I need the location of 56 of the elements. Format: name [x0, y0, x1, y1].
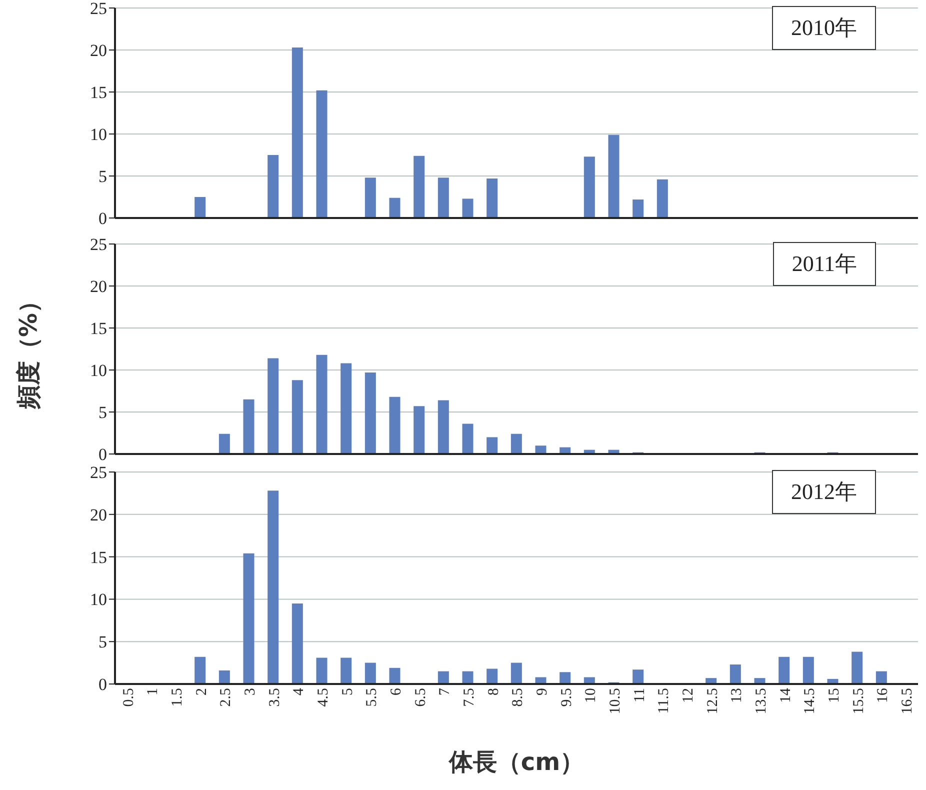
y-tick-label: 10 — [90, 590, 107, 610]
x-tick-label: 7 — [437, 688, 454, 696]
x-tick-label: 9.5 — [558, 688, 575, 707]
x-tick-label: 7.5 — [461, 688, 478, 707]
x-tick-label: 1 — [145, 688, 162, 696]
x-tick-label: 6 — [388, 688, 404, 696]
x-tick-label: 4 — [291, 688, 308, 696]
x-tick-label: 4.5 — [315, 688, 332, 707]
y-tick-label: 20 — [90, 277, 107, 296]
y-tick-label: 10 — [90, 125, 107, 144]
y-axis-title: 頻度（%） — [14, 288, 43, 410]
x-tick-label: 10.5 — [607, 688, 624, 714]
y-tick-label: 5 — [98, 632, 107, 652]
x-tick-label: 16 — [875, 688, 892, 703]
x-tick-label: 3 — [242, 688, 258, 696]
y-tick-label: 25 — [90, 0, 107, 18]
annotation: 2012年 — [772, 470, 876, 514]
x-tick-label: 15 — [826, 688, 842, 703]
x-tick-label: 11.5 — [656, 688, 672, 714]
x-tick-label: 12 — [680, 688, 696, 703]
x-tick-label: 9 — [534, 688, 550, 696]
y-tick-label: 0 — [98, 445, 107, 464]
x-tick-label: 13 — [729, 688, 746, 703]
y-tick-label: 20 — [90, 505, 107, 524]
y-tick-label: 25 — [90, 463, 107, 482]
x-tick-label: 11 — [632, 688, 648, 702]
y-tick-label: 15 — [90, 319, 107, 338]
y-tick-label: 20 — [90, 41, 107, 60]
x-tick-label: 16.5 — [899, 688, 916, 714]
y-tick-label: 25 — [90, 235, 107, 254]
x-tick-label: 14 — [778, 688, 794, 703]
x-tick-label: 2 — [194, 688, 210, 696]
x-tick-label: 8.5 — [510, 688, 526, 707]
x-tick-label: 8 — [486, 688, 502, 696]
x-tick-label: 10 — [583, 688, 600, 703]
x-tick-label: 1.5 — [169, 688, 186, 707]
annotation: 2010年 — [772, 6, 876, 50]
y-tick-label: 0 — [98, 209, 107, 228]
x-tick-label: 2.5 — [218, 688, 234, 707]
y-tick-label: 5 — [98, 403, 107, 422]
y-tick-label: 5 — [98, 167, 107, 186]
y-tick-label: 0 — [98, 675, 107, 694]
x-tick-label: 12.5 — [704, 688, 721, 714]
x-tick-label: 13.5 — [753, 688, 770, 714]
x-tick-label: 3.5 — [266, 688, 283, 707]
x-tick-label: 5.5 — [364, 688, 380, 707]
x-tick-label: 6.5 — [412, 688, 429, 707]
y-tick-label: 15 — [90, 548, 107, 567]
x-tick-label: 14.5 — [802, 688, 818, 714]
x-tick-label: 15.5 — [850, 688, 867, 714]
x-tick-label: 0.5 — [120, 688, 137, 707]
y-tick-label: 10 — [90, 361, 107, 380]
annotation: 2011年 — [772, 242, 876, 286]
y-tick-label: 15 — [90, 83, 107, 102]
x-axis-title: 体長（cm） — [448, 747, 586, 778]
x-tick-label: 5 — [340, 688, 356, 696]
